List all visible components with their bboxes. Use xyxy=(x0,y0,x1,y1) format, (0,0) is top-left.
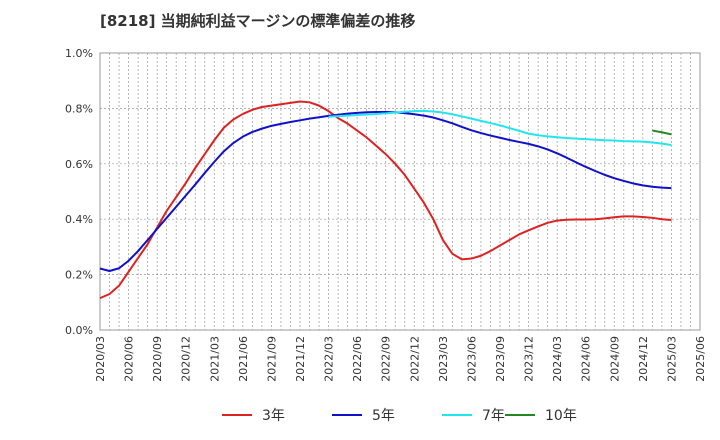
legend: 3年 5年 7年 10年 xyxy=(0,400,720,430)
x-axis-ticks: 2020/03 2020/06 2020/09 2020/12 2021/03 2021/… xyxy=(94,336,707,382)
legend-label: 7年 xyxy=(482,408,505,424)
y-tick-label: 1.0% xyxy=(65,47,93,60)
x-tick-label: 2024/09 xyxy=(608,336,621,382)
plot-background xyxy=(99,52,701,331)
legend-swatch xyxy=(505,414,535,416)
x-tick-label: 2022/03 xyxy=(323,336,336,382)
x-tick-label: 2021/09 xyxy=(265,336,278,382)
x-tick-label: 2023/09 xyxy=(494,336,507,382)
x-tick-label: 2022/12 xyxy=(408,336,421,382)
legend-swatch xyxy=(332,414,362,416)
legend-swatch xyxy=(442,414,472,416)
x-tick-label: 2020/12 xyxy=(180,336,193,382)
x-tick-label: 2023/06 xyxy=(465,336,478,382)
y-tick-label: 0.4% xyxy=(65,213,93,226)
x-tick-label: 2025/03 xyxy=(665,336,678,382)
x-tick-label: 2021/03 xyxy=(208,336,221,382)
x-tick-label: 2021/06 xyxy=(237,336,250,382)
y-tick-label: 0.2% xyxy=(65,269,93,282)
legend-swatch xyxy=(222,414,252,416)
y-axis-ticks: 0.0% 0.2% 0.4% 0.6% 0.8% 1.0% xyxy=(65,47,93,337)
chart-title: [8218] 当期純利益マージンの標準偏差の推移 xyxy=(100,12,416,30)
x-tick-label: 2024/06 xyxy=(580,336,593,382)
legend-label: 5年 xyxy=(372,408,395,424)
x-tick-label: 2025/06 xyxy=(694,336,707,382)
series-line-3 xyxy=(328,109,672,146)
series-line-2 xyxy=(99,111,672,272)
x-tick-label: 2020/06 xyxy=(123,336,136,382)
x-tick-label: 2021/12 xyxy=(294,336,307,382)
x-tick-label: 2023/12 xyxy=(523,336,536,382)
legend-label: 10年 xyxy=(545,408,577,424)
x-tick-label: 2024/03 xyxy=(551,336,564,382)
y-tick-label: 0.6% xyxy=(65,158,93,171)
x-tick-label: 2023/03 xyxy=(437,336,450,382)
series-line-1 xyxy=(99,100,672,300)
x-tick-label: 2024/12 xyxy=(637,336,650,382)
legend-label: 3年 xyxy=(262,408,285,424)
x-tick-label: 2022/09 xyxy=(380,336,393,382)
x-tick-label: 2020/03 xyxy=(94,336,107,382)
x-tick-label: 2020/09 xyxy=(151,336,164,382)
x-tick-label: 2022/06 xyxy=(351,336,364,382)
y-tick-label: 0.0% xyxy=(65,324,93,337)
chart-plot: 0.0%0.2%0.4%0.6%0.8%1.0% 2020/03 2020/06 2… xyxy=(65,47,707,382)
y-tick-label: 0.8% xyxy=(65,102,93,115)
series-line-4 xyxy=(652,129,672,136)
series-lines xyxy=(99,100,672,300)
